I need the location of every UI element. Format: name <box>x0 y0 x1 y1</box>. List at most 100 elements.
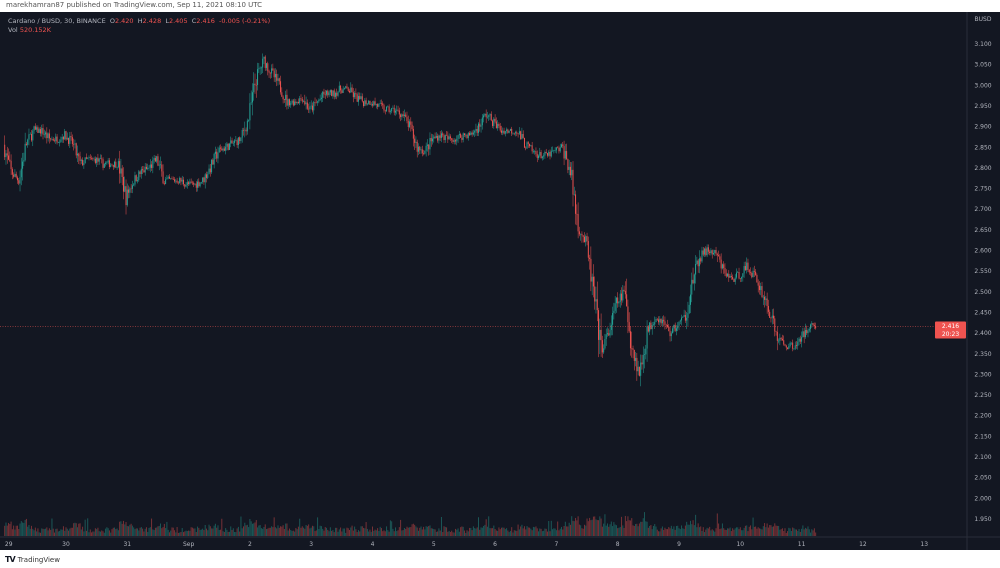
candle <box>20 168 22 178</box>
candle <box>380 103 382 104</box>
candle <box>303 101 305 102</box>
tradingview-logo[interactable]: TV TradingView <box>5 555 60 564</box>
candle <box>87 157 89 159</box>
volume-bar <box>525 529 527 536</box>
candle <box>757 282 759 286</box>
candle <box>440 133 442 138</box>
volume-bar <box>773 526 775 536</box>
volume-bar <box>711 529 713 536</box>
candle <box>84 157 86 164</box>
volume-bar <box>590 520 592 536</box>
candle <box>576 213 578 215</box>
volume-bar <box>318 528 320 536</box>
candle <box>278 78 280 82</box>
candlestick-chart[interactable]: 3.100 3.050 3.000 2.950 2.900 2.850 2.800 2.750… <box>0 0 1000 552</box>
candle <box>271 68 273 74</box>
volume-bar <box>746 525 748 536</box>
candle <box>338 85 340 92</box>
candle <box>545 152 547 154</box>
candle <box>274 73 276 78</box>
candle <box>230 140 232 144</box>
candle <box>569 166 571 176</box>
volume-bar <box>511 527 513 536</box>
candle <box>712 252 714 255</box>
volume-bar <box>631 518 633 536</box>
candle <box>295 101 297 104</box>
volume-bar <box>739 527 741 536</box>
volume-bar <box>315 530 317 536</box>
volume-bar <box>538 531 540 536</box>
candle <box>319 98 321 100</box>
volume-bar <box>406 526 408 536</box>
candle <box>128 189 130 193</box>
candle <box>652 324 654 326</box>
candle <box>283 99 285 100</box>
candle <box>111 164 113 166</box>
volume-bar <box>577 516 579 536</box>
price-tick: 3.000 <box>974 82 991 89</box>
volume-bar <box>280 526 282 536</box>
chart-panel[interactable] <box>0 12 1000 550</box>
candle <box>688 304 690 314</box>
volume-bar <box>451 530 453 536</box>
volume-bar <box>532 526 534 536</box>
volume-bar <box>449 532 451 536</box>
candle <box>787 347 789 349</box>
candle <box>282 96 284 100</box>
volume-bar <box>292 530 294 536</box>
volume-bar <box>96 529 98 536</box>
volume-bar <box>402 530 404 536</box>
volume-bar <box>5 522 7 536</box>
candle <box>723 264 725 269</box>
volume-bar <box>57 531 59 536</box>
candle <box>480 125 482 127</box>
candle <box>539 152 541 156</box>
volume-bar <box>432 528 434 536</box>
volume-bar <box>415 526 417 536</box>
candle <box>481 117 483 126</box>
candle <box>246 120 248 132</box>
candle <box>526 142 528 149</box>
volume-bar <box>615 525 617 536</box>
volume-bar <box>756 528 758 536</box>
volume-bar <box>99 531 101 536</box>
volume-bar <box>434 529 436 536</box>
candle <box>784 344 786 346</box>
volume-bar <box>400 519 402 536</box>
volume-bar <box>286 523 288 536</box>
volume-bar <box>128 526 130 536</box>
candle <box>227 143 229 150</box>
volume-bar <box>785 532 787 536</box>
candle <box>702 250 704 255</box>
volume-bar <box>456 529 458 536</box>
volume-bar <box>287 530 289 536</box>
candle <box>197 181 199 188</box>
symbol-title[interactable]: Cardano / BUSD, 30, BINANCE <box>8 17 106 25</box>
candle <box>92 158 94 159</box>
volume-bar <box>757 527 759 536</box>
volume-bar <box>438 528 440 536</box>
candle <box>645 348 647 355</box>
volume-bar <box>295 528 297 536</box>
volume-bar <box>22 522 24 536</box>
open-label: O <box>109 17 115 25</box>
candle <box>98 158 100 162</box>
volume-bar <box>417 530 419 536</box>
candle <box>54 140 56 142</box>
volume-bar <box>398 527 400 536</box>
volume-bar <box>220 529 222 536</box>
volume-bar <box>719 529 721 536</box>
volume-bar <box>504 529 506 536</box>
volume-bar <box>684 525 686 536</box>
volume-bar <box>526 526 528 536</box>
candle <box>356 94 358 102</box>
candle <box>243 129 245 131</box>
volume-bar <box>466 530 468 536</box>
candle <box>502 130 504 133</box>
volume-bar <box>535 526 537 536</box>
candle <box>483 115 485 118</box>
candle <box>389 111 391 112</box>
volume-bar <box>503 527 505 536</box>
volume-bar <box>766 523 768 536</box>
currency-label[interactable]: BUSD <box>975 16 992 23</box>
